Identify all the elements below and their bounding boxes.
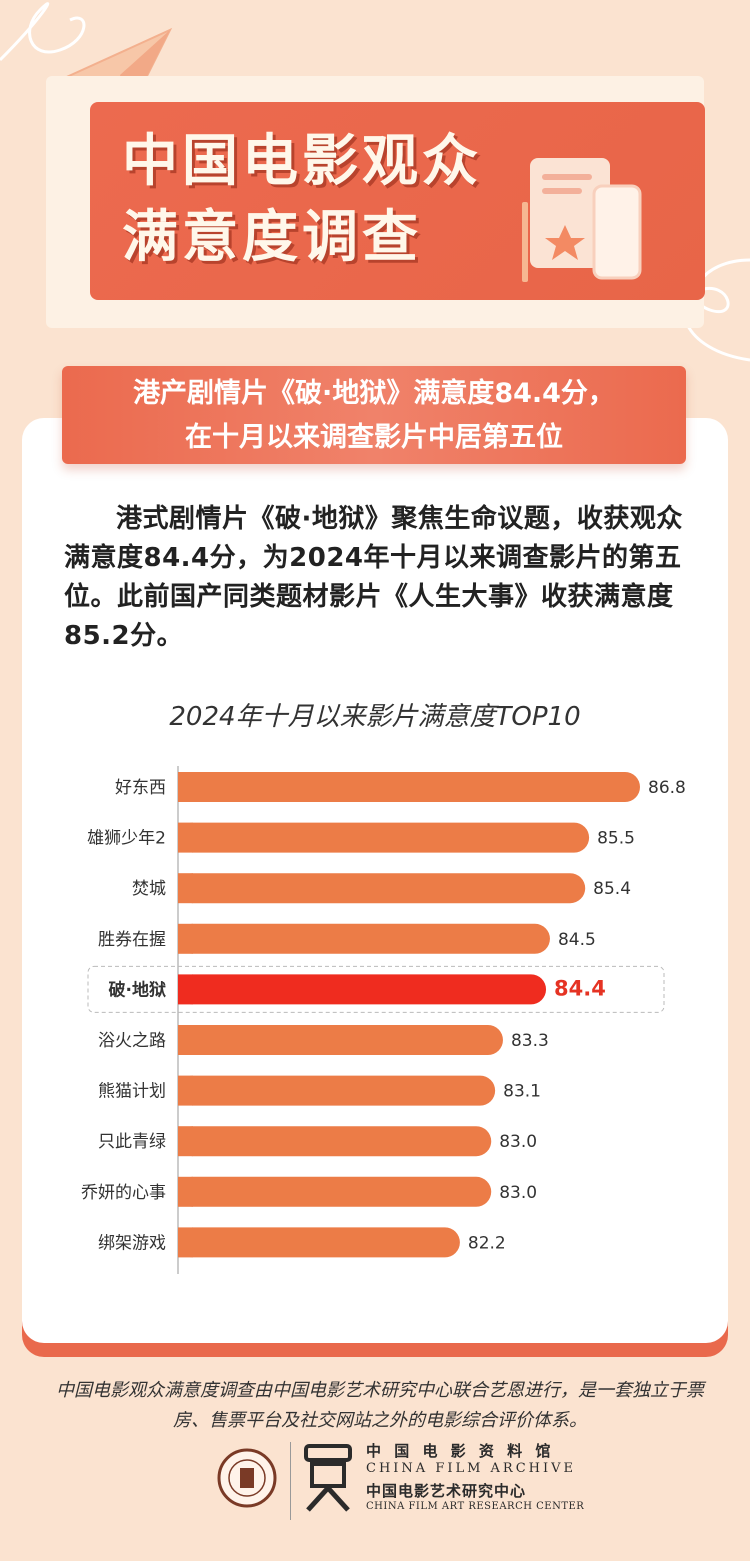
- satisfaction-bar-chart: 好东西 86.8 雄狮少年2 85.5 焚城 85.4 胜券在握 84.5 破·地狱 84.4 浴火…: [81, 766, 686, 1274]
- bar-left-edge-8: [178, 1126, 193, 1157]
- bar-2: [178, 822, 590, 853]
- page-title-line2: 满意度调查: [122, 205, 422, 270]
- category-label-1: 好东西: [115, 778, 166, 798]
- bar-5: [178, 974, 547, 1005]
- category-label-7: 熊猫计划: [98, 1082, 166, 1102]
- org-name-cn-archive: 中 国 电 影 资 料 馆: [366, 1442, 555, 1460]
- value-label-1: 86.8: [648, 778, 686, 798]
- bar-6: [178, 1025, 503, 1055]
- org-name-en-archive: CHINA FILM ARCHIVE: [366, 1461, 577, 1476]
- value-label-10: 82.2: [468, 1233, 506, 1253]
- bar-left-edge-6: [178, 1025, 193, 1055]
- bar-left-edge-5: [178, 974, 193, 1005]
- page-title-line1: 中国电影观众: [122, 129, 482, 194]
- bar-left-edge-3: [178, 873, 193, 904]
- bar-3: [178, 873, 586, 904]
- org-name-cn-research: 中国电影艺术研究中心: [366, 1482, 527, 1500]
- value-label-5: 84.4: [554, 976, 606, 1000]
- bar-left-edge-1: [178, 772, 193, 802]
- film-art-research-mark-logo: [304, 1444, 352, 1512]
- category-label-6: 浴火之路: [98, 1031, 166, 1051]
- bar-left-edge-4: [178, 923, 193, 954]
- bar-8: [178, 1126, 492, 1157]
- bar-1: [178, 772, 640, 802]
- film-archive-seal-logo: [217, 1448, 277, 1508]
- category-label-10: 绑架游戏: [98, 1233, 166, 1253]
- summary-paragraph: 港式剧情片《破·地狱》聚焦生命议题，收获观众满意度84.4分，为2024年十月以…: [64, 504, 683, 651]
- document-phone-icon: [522, 158, 642, 282]
- footer-note: 中国电影观众满意度调查由中国电影艺术研究中心联合艺恩进行，是一套独立于票房、售票…: [56, 1380, 704, 1431]
- category-label-9: 乔妍的心事: [81, 1183, 166, 1203]
- subtitle-banner: 港产剧情片《破·地狱》满意度84.4分， 在十月以来调查影片中居第五位: [62, 366, 686, 464]
- decorative-swirl-top-left: [0, 2, 86, 62]
- value-label-9: 83.0: [499, 1183, 537, 1203]
- bar-4: [178, 923, 550, 954]
- value-label-3: 85.4: [593, 879, 631, 899]
- subtitle-line1: 港产剧情片《破·地狱》满意度84.4分，: [133, 378, 615, 409]
- category-label-5: 破·地狱: [109, 979, 166, 1000]
- value-label-4: 84.5: [558, 930, 596, 950]
- bar-left-edge-2: [178, 822, 193, 853]
- logo-divider: [290, 1442, 291, 1520]
- value-label-2: 85.5: [597, 829, 635, 849]
- value-label-8: 83.0: [499, 1132, 537, 1152]
- bar-10: [178, 1227, 460, 1258]
- value-label-6: 83.3: [511, 1031, 549, 1051]
- category-label-3: 焚城: [132, 879, 166, 899]
- bar-left-edge-7: [178, 1075, 193, 1106]
- bar-7: [178, 1075, 496, 1106]
- category-label-2: 雄狮少年2: [87, 829, 166, 849]
- subtitle-line2: 在十月以来调查影片中居第五位: [185, 422, 563, 453]
- bar-left-edge-9: [178, 1176, 193, 1207]
- category-label-4: 胜券在握: [98, 930, 166, 950]
- org-name-en-research: CHINA FILM ART RESEARCH CENTER: [366, 1501, 585, 1512]
- bar-9: [178, 1176, 492, 1207]
- bar-left-edge-10: [178, 1227, 193, 1258]
- highlight-frame: [87, 965, 665, 1013]
- value-label-7: 83.1: [503, 1082, 541, 1102]
- chart-title: 2024年十月以来影片满意度TOP10: [169, 702, 581, 732]
- category-label-8: 只此青绿: [98, 1132, 166, 1152]
